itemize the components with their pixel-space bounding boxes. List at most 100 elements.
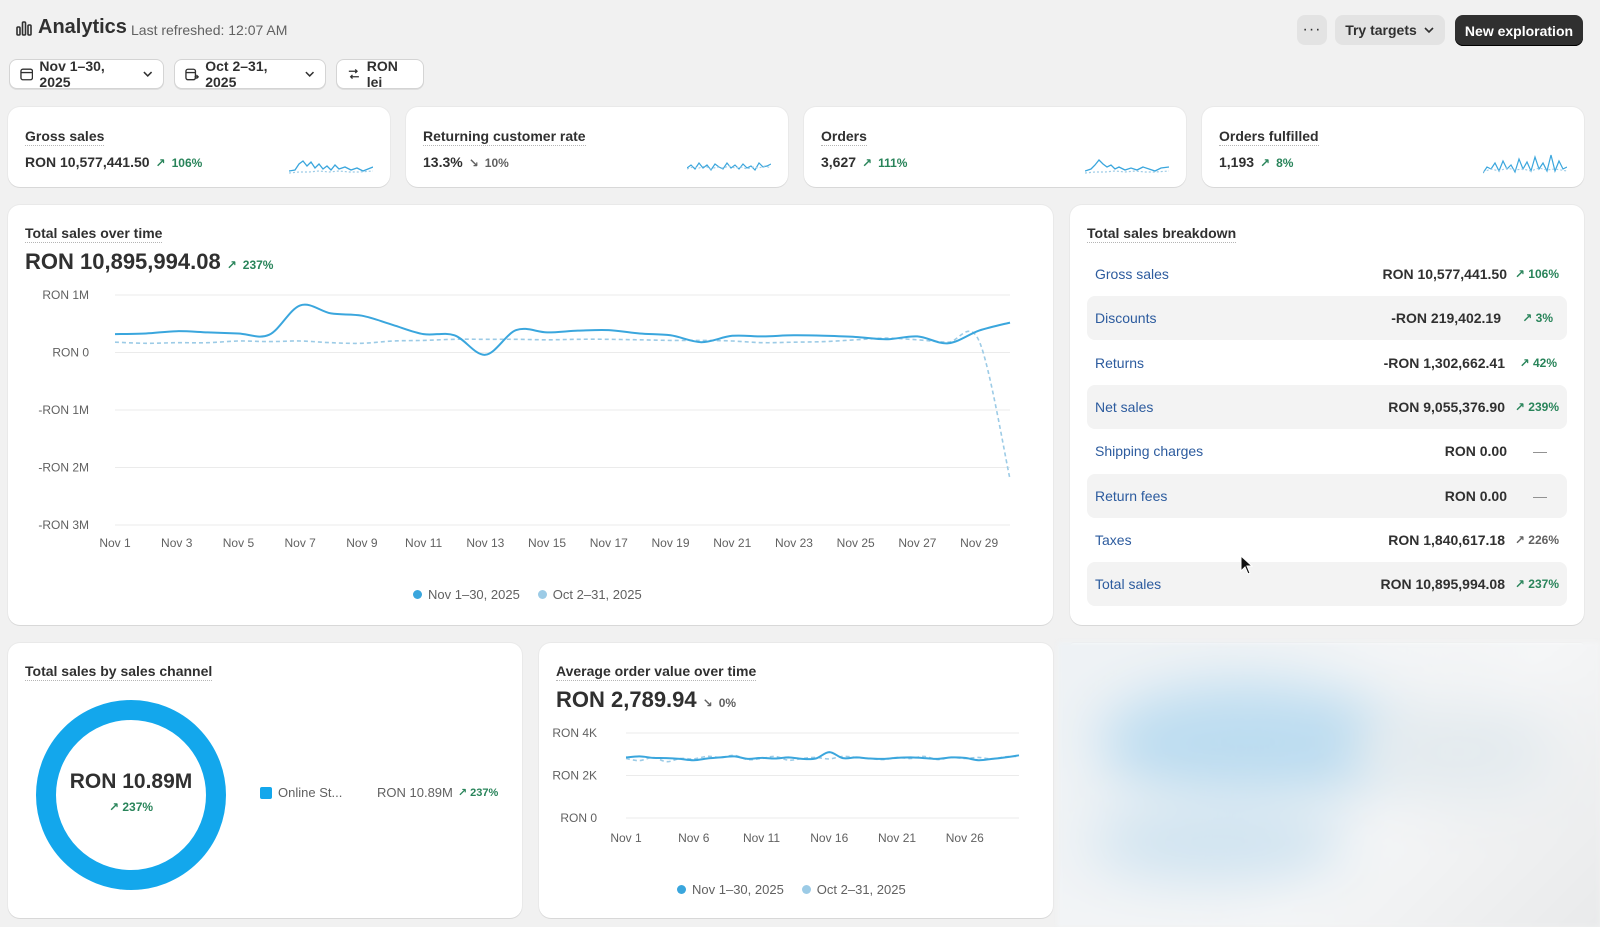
kpi-card-orders[interactable]: Orders 3,627 ↗ 111%: [804, 107, 1186, 187]
breakdown-trend-none: —: [1533, 488, 1547, 504]
app-title: Analytics: [16, 16, 127, 39]
breakdown-trend: ↗ 239%: [1514, 400, 1559, 414]
legend-item-current[interactable]: Nov 1–30, 2025: [677, 882, 784, 897]
breakdown-trend: ↗ 106%: [1514, 267, 1559, 281]
chevron-down-icon: [142, 71, 152, 77]
legend-dot: [413, 590, 422, 599]
aov-line-chart: RON 4K RON 2K RON 0 Nov 1 Nov 6 Nov 11 Nov 16 N…: [552, 726, 1020, 845]
more-actions-button[interactable]: ···: [1297, 15, 1327, 45]
donut-slice-online-store: [36, 700, 226, 890]
try-targets-button[interactable]: Try targets: [1335, 15, 1445, 45]
breakdown-row-return-fees[interactable]: Return fees RON 0.00 —: [1087, 474, 1567, 518]
kpi-card-returning-customer-rate[interactable]: Returning customer rate 13.3% ↘ 10%: [406, 107, 788, 187]
kpi-card-gross-sales[interactable]: Gross sales RON 10,577,441.50 ↗ 106%: [8, 107, 390, 187]
breakdown-trend-value: 239%: [1528, 400, 1559, 414]
total-sales-line-chart: RON 1M RON 0 -RON 1M -RON 2M -RON 3M Nov 1 Nov…: [38, 288, 1011, 550]
x-tick-label: Nov 25: [837, 536, 875, 550]
last-refreshed: Last refreshed: 12:07 AM: [131, 22, 288, 38]
breakdown-value: RON 0.00: [1444, 488, 1507, 504]
breakdown-row-net-sales[interactable]: Net sales RON 9,055,376.90 ↗ 239%: [1087, 385, 1567, 429]
sparkline-chart: [1085, 159, 1169, 174]
x-tick-label: Nov 21: [878, 831, 916, 845]
aov-legend: Nov 1–30, 2025 Oct 2–31, 2025: [677, 882, 906, 897]
kpi-value: 3,627: [821, 154, 857, 170]
y-tick-label: RON 0: [560, 811, 597, 825]
legend-label: Oct 2–31, 2025: [816, 882, 906, 897]
breakdown-trend-none: —: [1533, 443, 1547, 459]
x-tick-label: Nov 11: [743, 831, 780, 845]
kpi-value: 1,193: [1219, 154, 1255, 170]
currency-picker[interactable]: RON lei: [336, 58, 424, 90]
x-tick-label: Nov 11: [405, 536, 442, 550]
trend-down-icon: ↘: [468, 156, 479, 170]
breakdown-label[interactable]: Gross sales: [1095, 266, 1169, 282]
trend-up-icon: ↗: [862, 156, 873, 170]
breakdown-label[interactable]: Shipping charges: [1095, 443, 1204, 459]
x-tick-label: Nov 27: [898, 536, 936, 550]
x-tick-label: Nov 26: [946, 831, 984, 845]
currency-label: RON lei: [366, 58, 398, 90]
channel-title: Total sales by sales channel: [25, 663, 213, 681]
legend-item-previous[interactable]: Oct 2–31, 2025: [537, 587, 642, 602]
breakdown-label[interactable]: Total sales: [1095, 576, 1162, 592]
y-tick-label: RON 4K: [552, 726, 597, 740]
new-exploration-button[interactable]: New exploration: [1455, 15, 1583, 46]
breakdown-value: RON 9,055,376.90: [1388, 399, 1505, 415]
y-tick-label: RON 2K: [552, 769, 597, 783]
kpi-trend: 10%: [484, 156, 509, 170]
total-sales-value: RON 10,895,994.08: [25, 249, 221, 274]
breakdown-label[interactable]: Return fees: [1095, 488, 1168, 504]
kpi-title: Orders: [821, 128, 867, 146]
x-tick-label: Nov 9: [346, 536, 378, 550]
breakdown-label[interactable]: Taxes: [1095, 532, 1132, 548]
kpi-card-orders-fulfilled[interactable]: Orders fulfilled 1,193 ↗ 8%: [1202, 107, 1584, 187]
aov-title: Average order value over time: [556, 663, 757, 681]
breakdown-row-total-sales[interactable]: Total sales RON 10,895,994.08 ↗ 237%: [1087, 562, 1567, 606]
try-targets-label: Try targets: [1345, 22, 1417, 38]
calendar-compare-icon: [185, 68, 200, 81]
compare-range-picker[interactable]: Oct 2–31, 2025: [174, 58, 326, 90]
trend-up-icon: ↗: [155, 156, 166, 170]
kpi-value: RON 10,577,441.50: [25, 154, 150, 170]
legend-label: Oct 2–31, 2025: [552, 587, 642, 602]
x-tick-label: Nov 17: [590, 536, 628, 550]
x-tick-label: Nov 13: [466, 536, 504, 550]
x-tick-label: Nov 29: [960, 536, 998, 550]
x-tick-label: Nov 5: [223, 536, 255, 550]
breakdown-row-discounts[interactable]: Discounts -RON 219,402.19 ↗ 3%: [1087, 296, 1567, 340]
series-line-current: [625, 751, 1020, 762]
y-tick-label: -RON 3M: [38, 518, 89, 532]
calendar-icon: [20, 68, 34, 81]
breakdown-label[interactable]: Returns: [1095, 355, 1145, 371]
breakdown-value: RON 0.00: [1444, 443, 1507, 459]
breakdown-trend-value: 3%: [1535, 311, 1553, 325]
trend-flat-icon: ↘: [702, 696, 713, 710]
mouse-cursor-icon: [1240, 555, 1254, 575]
breakdown-trend: ↗ 226%: [1514, 533, 1559, 547]
date-range-picker[interactable]: Nov 1–30, 2025: [9, 58, 164, 90]
breakdown-trend: ↗ 42%: [1519, 356, 1557, 370]
y-tick-label: RON 1M: [42, 288, 89, 302]
breakdown-label[interactable]: Discounts: [1095, 310, 1157, 326]
date-range-label: Nov 1–30, 2025: [39, 58, 105, 90]
series-line-previous: [114, 330, 1011, 480]
legend-item-previous[interactable]: Oct 2–31, 2025: [801, 882, 906, 897]
top-bar: Analytics Last refreshed: 12:07 AM ··· T…: [0, 0, 1600, 60]
channel-name: Online St...: [278, 785, 343, 800]
y-tick-label: -RON 2M: [38, 461, 89, 475]
breakdown-row-returns[interactable]: Returns -RON 1,302,662.41 ↗ 42%: [1087, 341, 1567, 385]
legend-dot: [801, 885, 811, 894]
channel-donut-chart: [36, 700, 226, 890]
breakdown-row-gross-sales[interactable]: Gross sales RON 10,577,441.50 ↗ 106%: [1087, 252, 1567, 296]
breakdown-trend-value: 42%: [1532, 356, 1557, 370]
breakdown-label[interactable]: Net sales: [1095, 399, 1154, 415]
legend-swatch: [260, 786, 272, 799]
breakdown-row-shipping-charges[interactable]: Shipping charges RON 0.00 —: [1087, 429, 1567, 473]
breakdown-trend-value: 226%: [1528, 533, 1559, 547]
channel-trend: ↗ 237%: [457, 787, 499, 799]
sparkline-chart: [687, 161, 771, 172]
breakdown-row-taxes[interactable]: Taxes RON 1,840,617.18 ↗ 226%: [1087, 518, 1567, 562]
legend-item-current[interactable]: Nov 1–30, 2025: [413, 587, 520, 602]
channel-legend-item[interactable]: Online St...: [260, 785, 342, 800]
compare-range-label: Oct 2–31, 2025: [205, 58, 268, 90]
